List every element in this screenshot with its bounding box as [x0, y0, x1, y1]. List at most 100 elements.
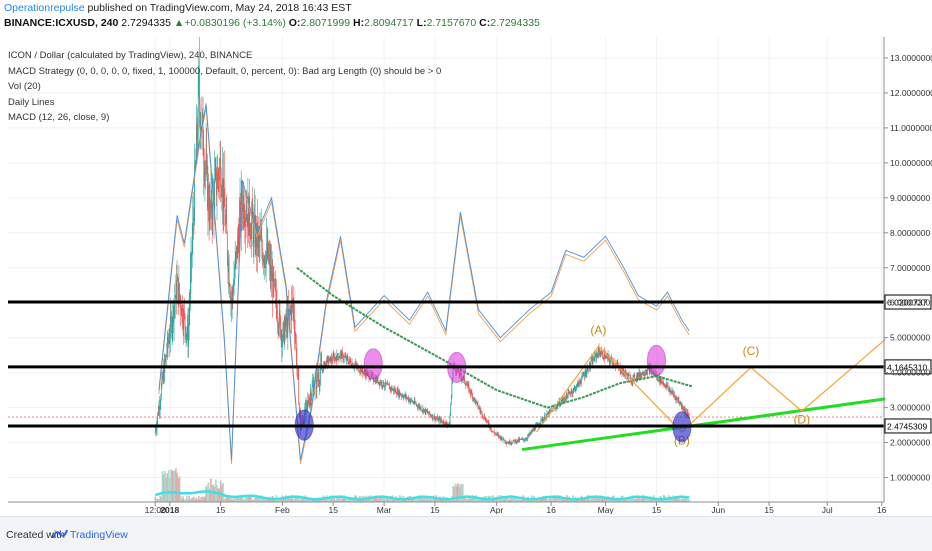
- candle-body: [401, 395, 403, 397]
- candle-body: [326, 357, 328, 366]
- candle-body: [490, 429, 492, 431]
- volume-bar: [455, 485, 458, 502]
- candle-body: [399, 392, 401, 397]
- volume-bar: [259, 498, 262, 502]
- volume-bar: [557, 495, 560, 502]
- candle-body: [476, 401, 478, 402]
- candle-body: [322, 369, 324, 372]
- volume-bar: [471, 495, 474, 502]
- horizontal-levels[interactable]: 6.0200737 4.1645310 2.4745309: [8, 294, 932, 434]
- volume-bar: [593, 498, 596, 502]
- volume-bar: [386, 497, 389, 502]
- candle-body: [533, 428, 534, 431]
- volume-bar: [164, 470, 166, 502]
- volume-bar: [237, 497, 240, 502]
- volume-bar: [320, 499, 323, 502]
- volume-bar: [254, 495, 257, 502]
- candle-body: [464, 382, 466, 385]
- level-price-tag: [884, 359, 932, 375]
- price-chart[interactable]: (A)(B)(C)(D) 6.02007374.16453102.4745309…: [0, 37, 932, 514]
- legend-macd[interactable]: MACD (12, 26, close, 9): [8, 112, 110, 123]
- volume-bar: [666, 497, 669, 502]
- candle-body: [188, 311, 190, 325]
- candle-body: [178, 283, 180, 305]
- candle-body: [157, 412, 159, 415]
- candle-body: [289, 310, 291, 313]
- candle-body: [398, 390, 399, 396]
- candle-body: [587, 367, 589, 372]
- candle-body: [331, 357, 332, 363]
- x-tick-label: Jul: [822, 505, 833, 514]
- volume-bar: [467, 498, 470, 502]
- candle-body: [494, 432, 496, 435]
- volume-bar: [185, 495, 188, 502]
- candle-body: [573, 388, 574, 392]
- author-link[interactable]: Operationrepulse: [4, 2, 85, 14]
- candle-body: [341, 352, 343, 359]
- legend-daily-lines[interactable]: Daily Lines: [8, 96, 55, 108]
- candle-body: [569, 392, 571, 394]
- legend-macd-strategy[interactable]: MACD Strategy (0, 0, 0, 0, 0, fixed, 1, …: [8, 65, 442, 77]
- candle-body: [320, 364, 322, 366]
- candle-body: [469, 388, 471, 393]
- volume-bar: [564, 499, 567, 502]
- candle-body: [450, 395, 452, 406]
- candle-body: [665, 383, 667, 386]
- candle-body: [191, 253, 192, 259]
- level-price-label: 4.1645310: [887, 362, 927, 372]
- tradingview-logo-icon[interactable]: [52, 527, 68, 541]
- indicator-legend: ICON / Dollar (calculated by TradingView…: [8, 48, 441, 126]
- candle-body: [518, 438, 519, 442]
- volume-bar: [643, 496, 646, 502]
- candle-body: [438, 418, 439, 421]
- y-tick-label: 9.0000000: [890, 193, 930, 203]
- volume-bar: [561, 497, 563, 502]
- candle-body: [524, 440, 526, 441]
- volume-bar: [197, 496, 200, 502]
- volume-bar: [547, 499, 550, 502]
- candle-body: [475, 399, 476, 404]
- volume-bar: [331, 498, 333, 502]
- volume-bar: [549, 497, 551, 502]
- candle-body: [384, 386, 386, 387]
- volume-bar: [265, 497, 268, 502]
- candle-body: [223, 180, 225, 209]
- volume-bar: [235, 496, 238, 502]
- candle-body: [574, 387, 576, 388]
- volume-bar: [513, 498, 516, 502]
- candle-body: [426, 411, 428, 412]
- volume-bar: [375, 496, 378, 502]
- volume-bar: [256, 496, 258, 502]
- candle-body: [210, 189, 212, 209]
- volume-bar: [229, 498, 232, 502]
- candle-body: [382, 380, 384, 387]
- candle-body: [675, 397, 677, 401]
- volume-bar: [339, 499, 342, 502]
- candle-body: [505, 442, 507, 443]
- candle-body: [162, 376, 163, 380]
- candle-body: [206, 156, 208, 161]
- tradingview-link[interactable]: TradingView: [70, 529, 128, 541]
- candle-body: [262, 248, 263, 262]
- candle-body: [334, 356, 335, 361]
- candle-body: [282, 341, 283, 347]
- volume-bar: [477, 499, 480, 502]
- candle-body: [424, 409, 426, 414]
- candle-body: [620, 371, 622, 373]
- candle-body: [625, 372, 627, 375]
- candle-body: [176, 280, 178, 300]
- candle-body: [345, 356, 347, 360]
- candle-body: [326, 360, 327, 366]
- volume-bar: [374, 495, 377, 502]
- candle-body: [276, 305, 278, 320]
- candle-body: [480, 411, 482, 412]
- candle-body: [318, 383, 320, 385]
- candle-body: [444, 424, 445, 425]
- candle-body: [168, 340, 169, 344]
- legend-symbol[interactable]: ICON / Dollar (calculated by TradingView…: [8, 50, 253, 61]
- volume-bar: [252, 499, 255, 502]
- volume-bar: [430, 496, 433, 502]
- candle-body: [374, 378, 376, 382]
- legend-volume[interactable]: Vol (20): [8, 81, 41, 92]
- volume-bar: [177, 478, 180, 502]
